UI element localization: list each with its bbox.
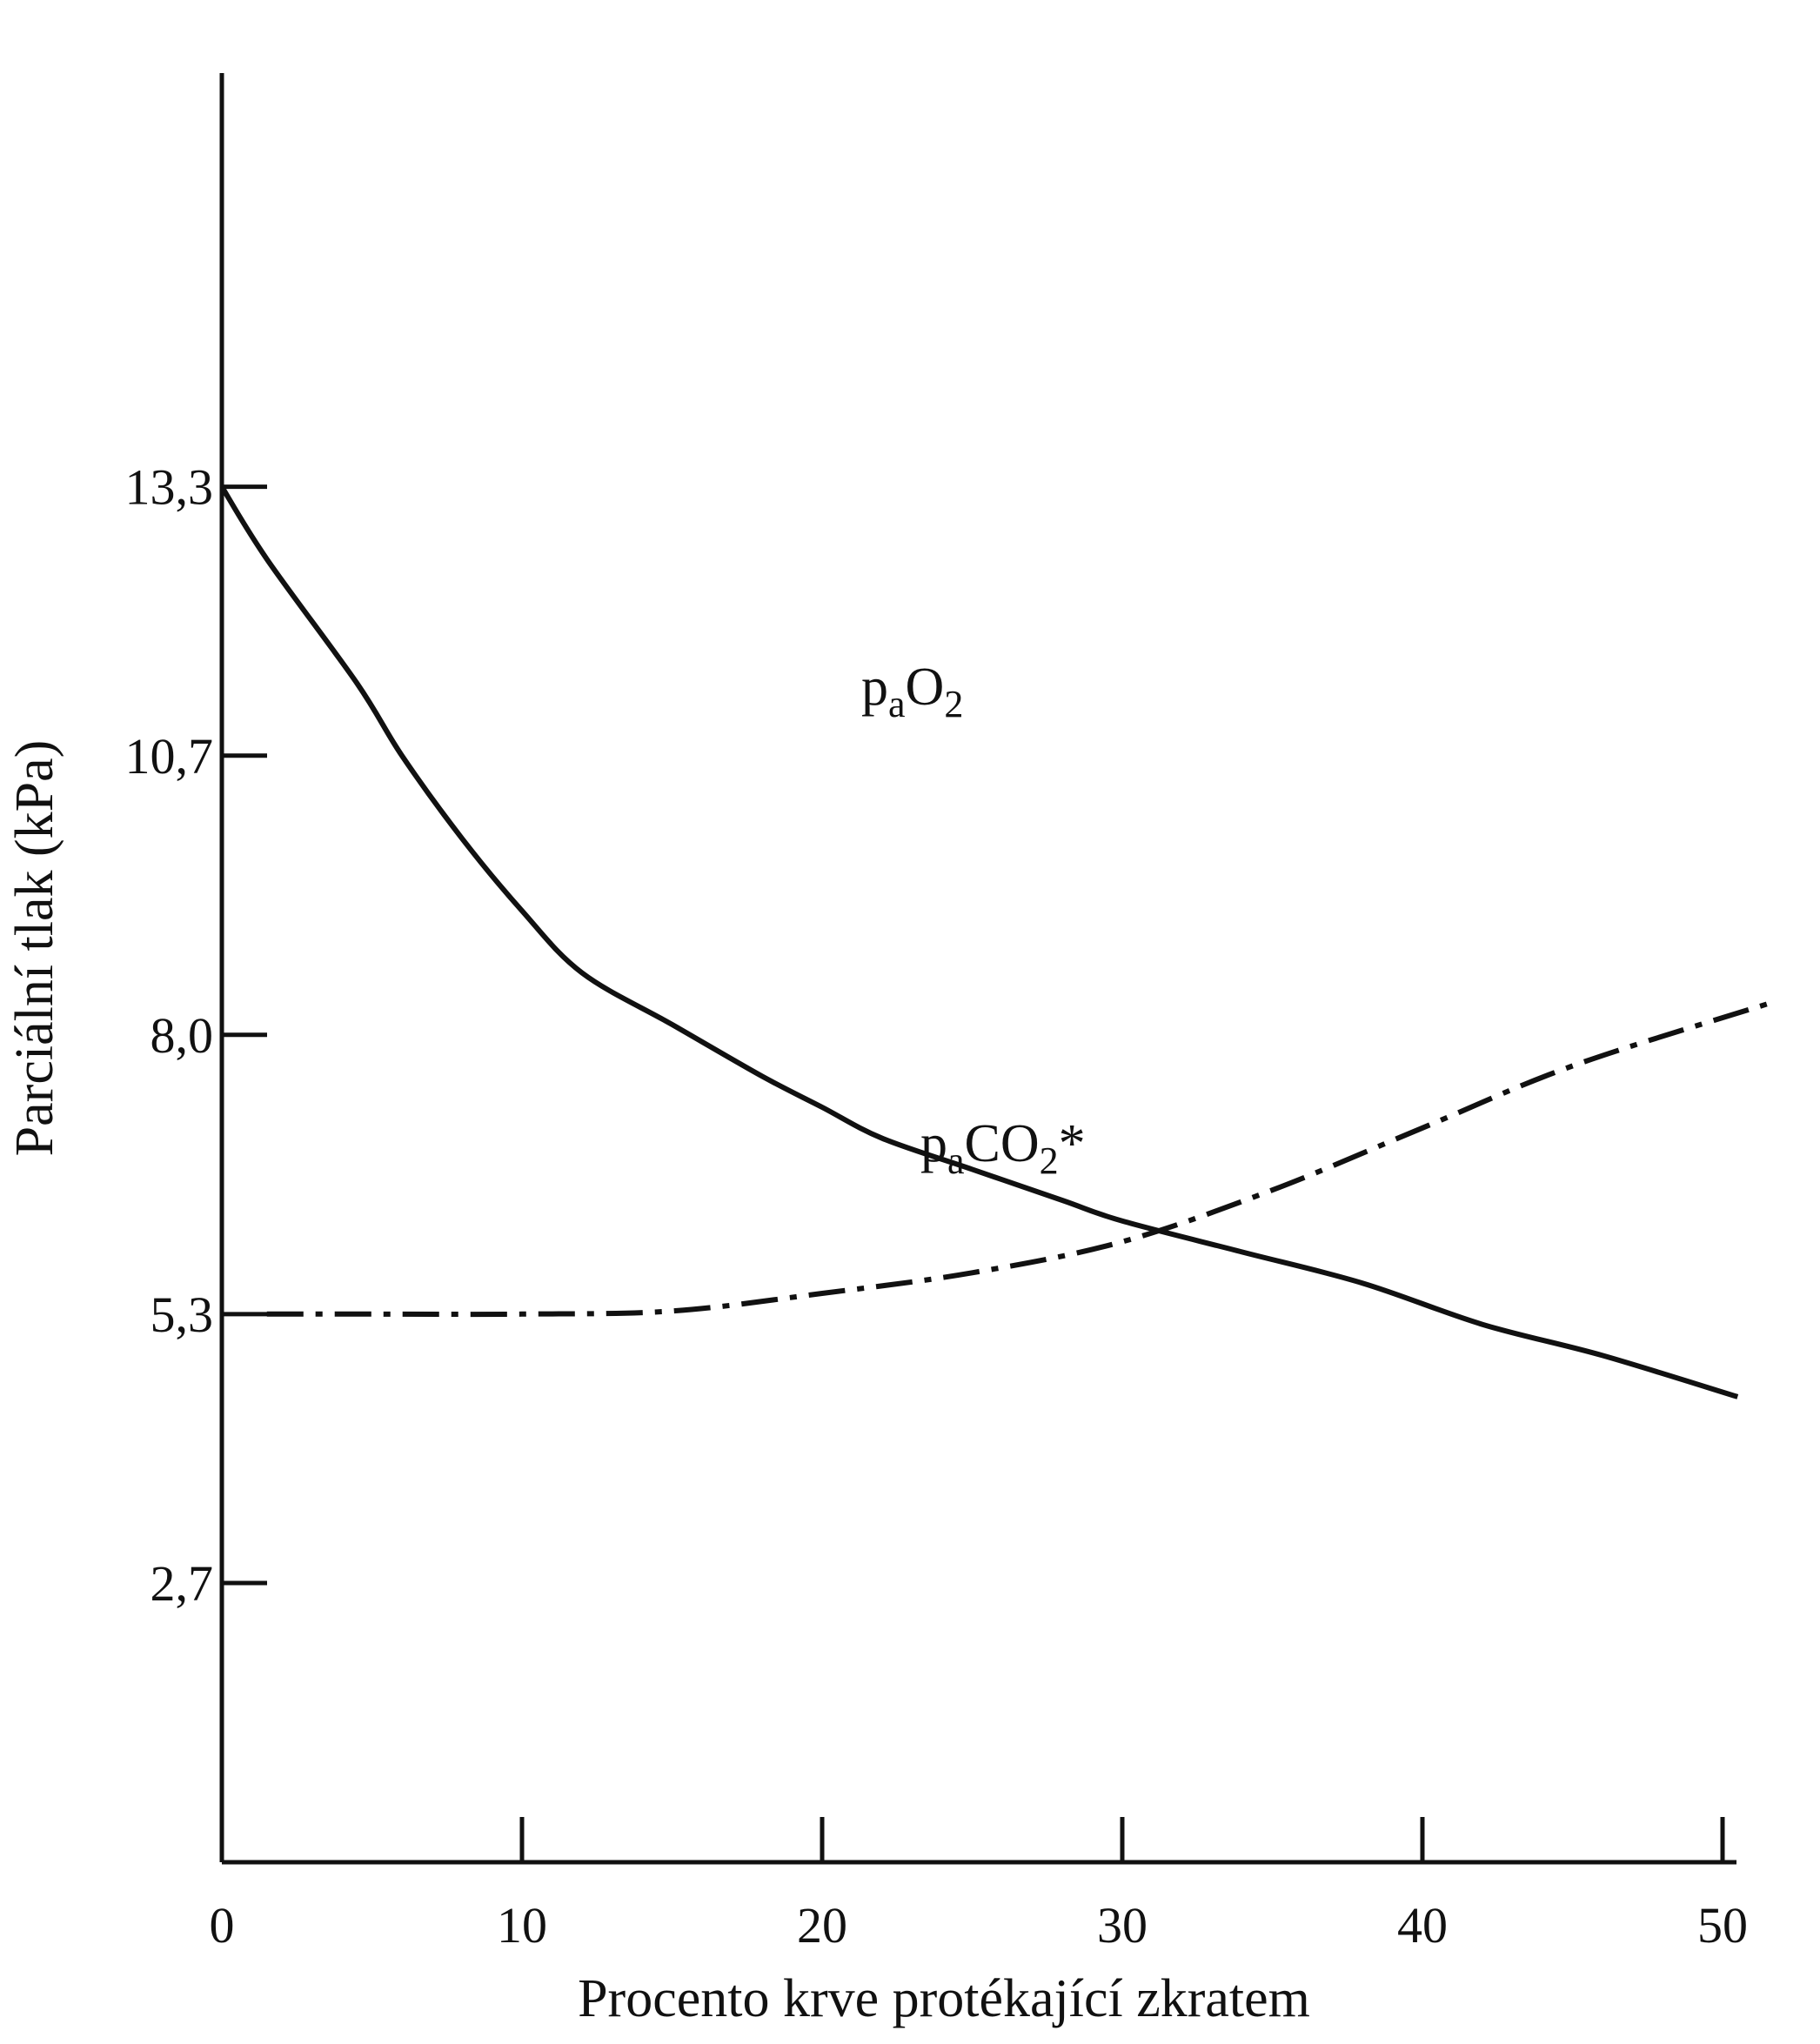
x-axis-title: Procento krve protékající zkratem: [578, 1969, 1310, 2028]
y-tick-label: 10,7: [125, 728, 214, 785]
y-tick-label: 13,3: [125, 459, 214, 516]
series-layer: [219, 485, 1769, 1399]
x-ticks: 0 10 20 30 40 50: [210, 1817, 1748, 1954]
x-tick-label: 30: [1097, 1897, 1148, 1954]
series-line-pao2: [219, 485, 1739, 1399]
x-tick-label: 40: [1397, 1897, 1448, 1954]
y-tick-label: 8,0: [151, 1007, 214, 1064]
y-tick-label: 2,7: [151, 1555, 214, 1612]
annotations: paO2 paCO2*: [861, 658, 1086, 1182]
series-label-paco2: paCO2*: [920, 1114, 1086, 1182]
plot-area: 2,7 5,3 8,0 10,7 13,3 0 10 20 30 40 50 paO2 paCO2*: [125, 73, 1769, 1954]
y-ticks: 2,7 5,3 8,0 10,7 13,3: [125, 459, 267, 1612]
x-tick-label: 0: [210, 1897, 235, 1954]
series-line-paco2: [266, 1001, 1769, 1318]
y-tick-label: 5,3: [151, 1286, 214, 1343]
x-tick-label: 50: [1697, 1897, 1748, 1954]
series-label-pao2: paO2: [861, 658, 963, 725]
x-tick-label: 10: [497, 1897, 547, 1954]
x-tick-label: 20: [797, 1897, 847, 1954]
y-axis-title: Parciální tlak (kPa): [5, 740, 64, 1157]
